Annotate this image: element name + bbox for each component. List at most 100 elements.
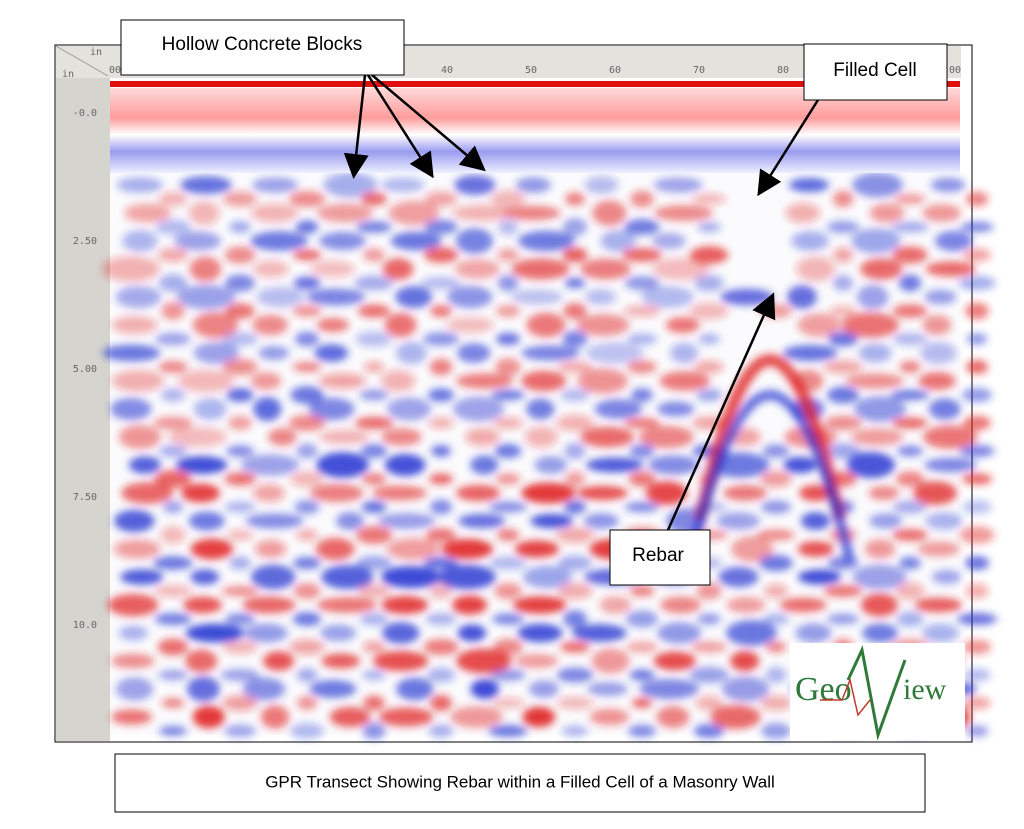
blob <box>354 416 394 430</box>
blob <box>356 221 392 233</box>
blob <box>726 620 777 646</box>
blob <box>455 373 514 389</box>
blob <box>372 485 427 501</box>
blob <box>359 389 389 401</box>
blob <box>293 583 321 599</box>
blob <box>760 500 792 514</box>
blob <box>290 386 324 404</box>
blob <box>176 284 236 310</box>
blob <box>963 668 991 682</box>
blob <box>363 361 385 373</box>
blob <box>965 725 989 737</box>
blob <box>522 706 556 728</box>
blob <box>899 556 921 570</box>
blob <box>761 722 791 740</box>
blob <box>765 641 787 653</box>
blob <box>318 373 367 389</box>
blob <box>424 191 458 207</box>
blob <box>925 512 963 530</box>
y-ruler: -0.0 2.50 5.00 7.50 10.0 <box>73 108 97 631</box>
radargram-texture <box>101 172 997 740</box>
rebar-hyperbola <box>685 390 855 562</box>
blob <box>188 200 220 226</box>
blob <box>690 641 728 653</box>
blob <box>630 388 654 402</box>
blob <box>696 582 722 600</box>
blob <box>292 249 322 261</box>
blob <box>515 653 559 669</box>
blob <box>622 248 662 262</box>
blob <box>158 725 188 737</box>
blob <box>630 190 654 208</box>
blob <box>797 313 841 337</box>
blob <box>852 172 903 198</box>
blob <box>564 442 586 460</box>
blob <box>316 317 350 333</box>
blob <box>153 416 193 430</box>
blob <box>296 696 318 710</box>
blob <box>290 471 324 487</box>
blob <box>697 613 721 625</box>
blob <box>497 218 519 236</box>
x-ruler-label: 40 <box>441 65 453 76</box>
blob <box>116 177 163 193</box>
blob <box>624 276 660 290</box>
blob <box>319 231 366 251</box>
blob <box>424 219 458 235</box>
blob <box>107 593 159 617</box>
blob <box>221 640 259 654</box>
blob <box>521 370 567 392</box>
callout-rebar: Rebar <box>632 545 684 566</box>
logo-right: iew <box>903 673 947 706</box>
blob <box>355 555 393 571</box>
blob <box>557 361 593 373</box>
blob <box>580 426 635 448</box>
blob <box>429 358 453 376</box>
blob <box>868 485 900 501</box>
blob <box>316 597 377 613</box>
blob <box>361 500 387 514</box>
blob <box>354 275 394 291</box>
blob <box>121 482 174 504</box>
blob <box>226 445 254 457</box>
blob <box>731 536 774 562</box>
blob <box>934 230 973 252</box>
logo-box <box>790 643 965 740</box>
blob <box>693 723 725 739</box>
blob <box>267 428 297 446</box>
blob <box>441 539 494 559</box>
blob <box>423 639 459 655</box>
blob <box>315 537 355 561</box>
arrow <box>757 99 820 197</box>
blob <box>562 330 588 348</box>
blob <box>797 541 834 557</box>
blob <box>111 316 158 334</box>
blob <box>488 501 528 513</box>
blob <box>917 541 961 557</box>
blob <box>428 473 454 485</box>
blob <box>965 359 989 375</box>
blob <box>155 219 191 235</box>
blob <box>329 706 371 728</box>
blob <box>695 695 723 711</box>
blob <box>759 695 793 711</box>
x-ruler-label: 70 <box>693 65 705 76</box>
blob <box>115 285 162 309</box>
blob <box>494 582 522 600</box>
blob <box>363 695 385 711</box>
blob <box>864 539 896 559</box>
blob <box>628 471 656 487</box>
blob <box>225 613 255 625</box>
blob <box>254 540 287 558</box>
blob <box>495 473 521 485</box>
callout-filled: Filled Cell <box>833 60 916 81</box>
rebar-hyperbola <box>694 354 846 522</box>
blob <box>846 452 895 478</box>
blob <box>583 513 619 529</box>
blob <box>430 694 452 712</box>
blob <box>659 371 710 391</box>
logo-wave <box>820 677 871 717</box>
blob <box>826 386 860 404</box>
blob <box>161 697 185 709</box>
blob <box>922 315 952 335</box>
